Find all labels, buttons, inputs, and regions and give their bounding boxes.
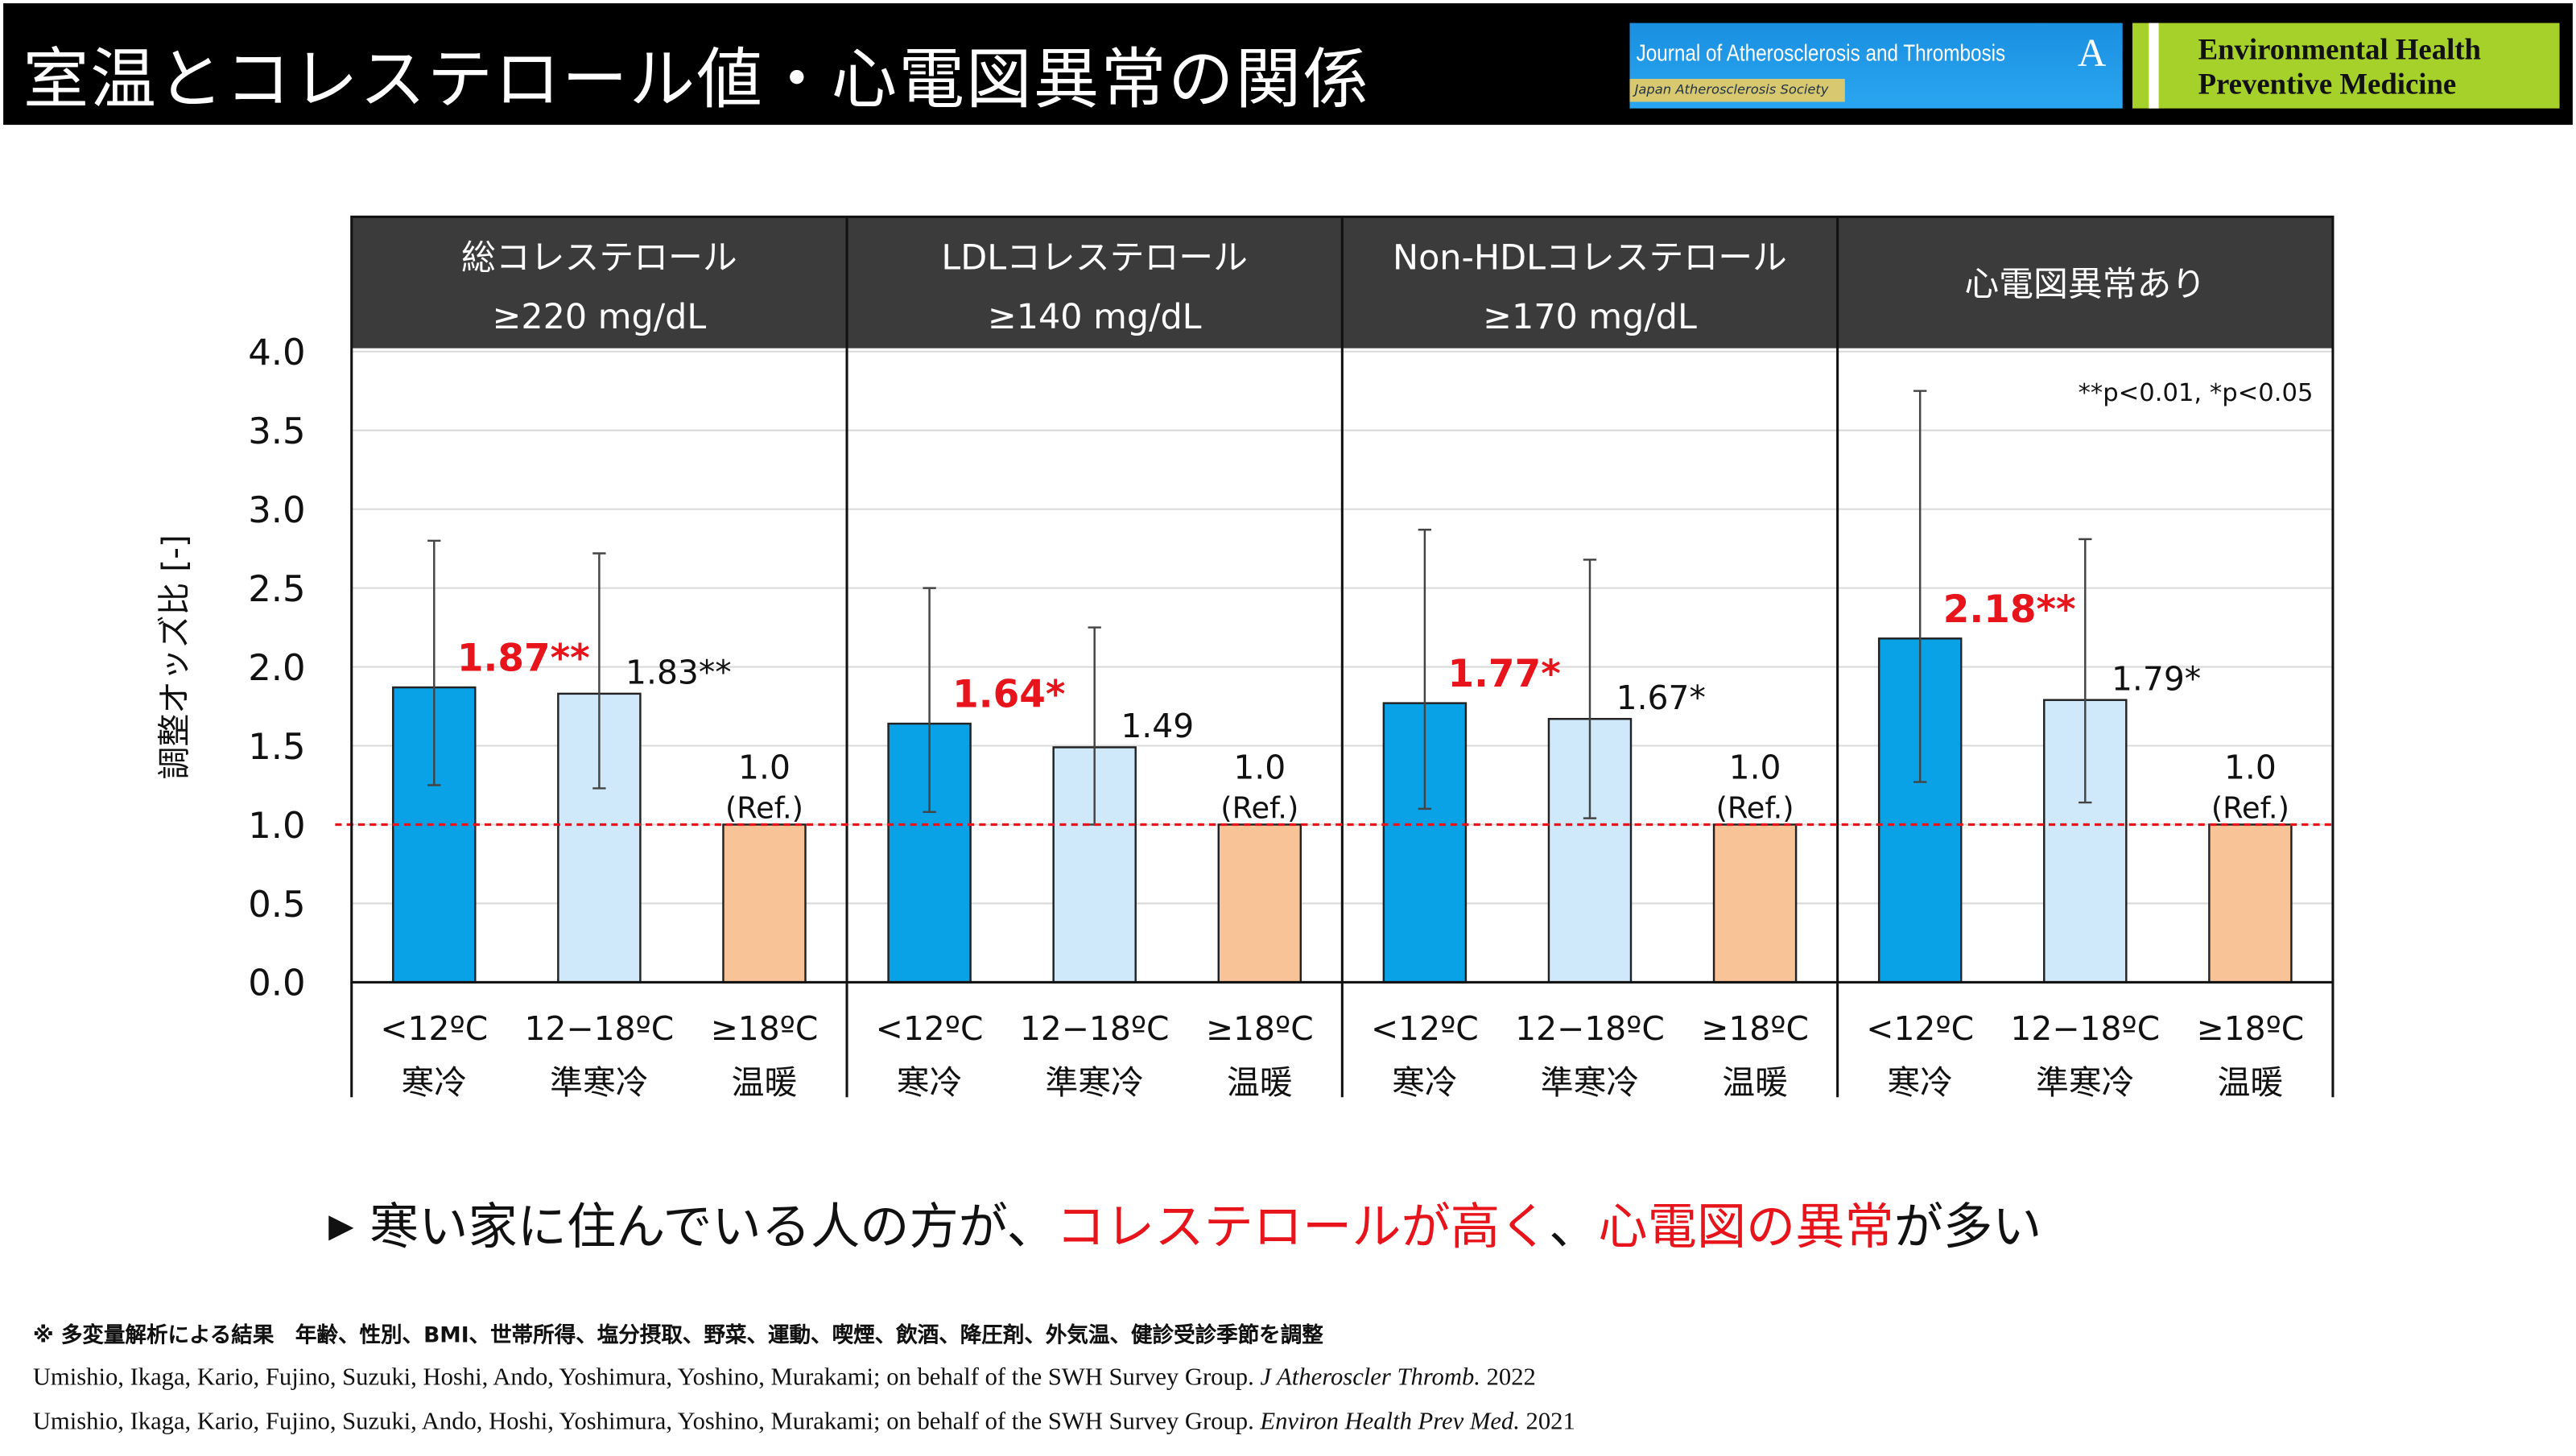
x-tick-label: ≥18ºC [1206,1009,1314,1048]
jat-logo: Journal of Atherosclerosis and Thrombosi… [1629,23,2123,109]
y-tick-label: 0.0 [248,962,305,1004]
bar [1217,823,1302,984]
arrow-icon: ▶ [328,1205,354,1245]
y-axis-label: 調整オッズ比 [-] [155,534,194,779]
x-tick-label: 12−18ºC [1020,1009,1170,1048]
bar [1712,823,1798,984]
header-bar: 室温とコレステロール値・心電図異常の関係 Journal of Atherosc… [3,3,2573,126]
data-label: 1.49 [1121,707,1194,745]
y-tick-label: 3.0 [248,489,305,531]
x-tick-label: ≥18ºC [711,1009,819,1048]
x-tick-label: <12ºC [380,1009,488,1048]
x-tick-label: <12ºC [1371,1009,1479,1048]
summary-text: ▶ 寒い家に住んでいる人の方が、コレステロールが高く、心電図の異常が多い [328,1198,2042,1257]
x-tick-label: ≥18ºC [1701,1009,1809,1048]
x-category-label: 寒冷 [401,1063,467,1102]
x-tick-label: 12−18ºC [525,1009,675,1048]
x-category-label: 寒冷 [1392,1063,1458,1102]
y-tick-label: 0.5 [248,883,305,926]
x-tick-label: ≥18ºC [2196,1009,2304,1048]
adjustment-note: ※ 多変量解析による結果 年齢、性別、BMI、世帯所得、塩分摂取、野菜、運動、喫… [32,1323,1323,1349]
data-label: 1.77* [1447,652,1560,696]
bar [2208,823,2293,984]
data-label: 2.18** [1943,588,2076,632]
reference-1: Umishio, Ikaga, Kario, Fujino, Suzuki, H… [32,1364,1536,1392]
significance-legend: **p<0.01, *p<0.05 [2079,379,2314,407]
x-category-label: 寒冷 [1887,1063,1953,1102]
y-tick-label: 1.0 [248,804,305,847]
x-category-label: 準寒冷 [1045,1063,1143,1102]
x-category-label: 寒冷 [897,1063,963,1102]
ref-label: (Ref.) [1716,790,1794,825]
odds-ratio-chart: 0.0 0.5 1.0 1.5 2.0 2.5 3.0 3.5 4.0 調整オッズ比 [-] 総コレ… [155,215,2334,1102]
y-tick-label: 2.5 [248,567,305,610]
x-tick-label: 12−18ºC [2010,1009,2160,1048]
x-category-label: 温暖 [2218,1063,2284,1102]
data-label: 1.0 [738,748,791,786]
panel-title: LDLコレステロール [941,238,1248,278]
slide-title: 室温とコレステロール値・心電図異常の関係 [23,43,1371,118]
ref-label: (Ref.) [1220,790,1298,825]
panel-title: Non-HDLコレステロール [1393,238,1787,278]
x-tick-label: 12−18ºC [1515,1009,1665,1048]
panel-title: 心電図異常あり [1964,264,2206,304]
x-category-label: 温暖 [1227,1063,1293,1102]
ehpm-logo: Environmental Health Preventive Medicine [2132,23,2560,109]
panel-subtitle: ≥140 mg/dL [988,297,1202,337]
data-label: 1.64* [952,673,1065,717]
plot-frame [350,215,2334,984]
data-label: 1.0 [2224,748,2277,786]
x-category-label: 準寒冷 [550,1063,648,1102]
bar [722,823,807,984]
y-tick-label: 1.5 [248,725,305,768]
data-label: 1.67* [1616,679,1706,717]
ref-label: (Ref.) [2211,790,2289,825]
reference-2: Umishio, Ikaga, Kario, Fujino, Suzuki, A… [32,1409,1575,1436]
y-tick-label: 3.5 [248,410,305,452]
panel-subtitle: ≥220 mg/dL [493,297,707,337]
y-tick-label: 4.0 [248,331,305,373]
x-category-label: 準寒冷 [2036,1063,2134,1102]
x-category-label: 温暖 [732,1063,798,1102]
x-tick-label: <12ºC [876,1009,984,1048]
y-tick-label: 2.0 [248,646,305,689]
x-category-label: 温暖 [1722,1063,1788,1102]
x-tick-label: <12ºC [1866,1009,1974,1048]
data-label: 1.87** [457,637,590,681]
data-label: 1.83** [625,654,732,692]
data-label: 1.79* [2112,659,2201,698]
data-label: 1.0 [1233,748,1286,786]
panel-title: 総コレステロール [461,238,737,278]
data-label: 1.0 [1729,748,1781,786]
ref-label: (Ref.) [725,790,803,825]
x-category-label: 準寒冷 [1541,1063,1639,1102]
panel-subtitle: ≥170 mg/dL [1483,297,1697,337]
